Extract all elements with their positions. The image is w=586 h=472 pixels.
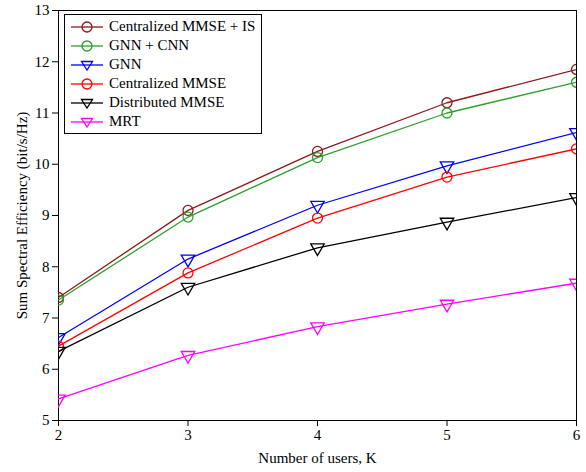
- svg-text:10: 10: [35, 156, 50, 172]
- html-text:Centralized MMSE: Centralized MMSE: [109, 75, 227, 91]
- html-text:GNN: GNN: [109, 56, 142, 72]
- svg-text:5: 5: [42, 412, 50, 428]
- svg-text:9: 9: [42, 207, 50, 223]
- svg-text:6: 6: [573, 427, 581, 443]
- svg-text:3: 3: [184, 427, 192, 443]
- svg-text:Number of users, K: Number of users, K: [258, 450, 376, 466]
- html-text:Centralized MMSE + IS: Centralized MMSE + IS: [109, 18, 256, 34]
- svg-text:2: 2: [55, 427, 63, 443]
- html-text:Distributed MMSE: Distributed MMSE: [109, 94, 225, 110]
- svg-text:13: 13: [35, 2, 50, 18]
- svg-text:11: 11: [35, 105, 49, 121]
- svg-text:4: 4: [314, 427, 322, 443]
- svg-text:Sum Spectral Efficiency (bit/s: Sum Spectral Efficiency (bit/s/Hz): [14, 112, 31, 320]
- html-text:MRT: MRT: [109, 113, 141, 129]
- svg-text:6: 6: [42, 361, 50, 377]
- svg-text:5: 5: [443, 427, 451, 443]
- svg-text:8: 8: [42, 259, 50, 275]
- svg-text:12: 12: [35, 54, 50, 70]
- html-text:GNN + CNN: GNN + CNN: [109, 37, 190, 53]
- svg-text:7: 7: [42, 310, 50, 326]
